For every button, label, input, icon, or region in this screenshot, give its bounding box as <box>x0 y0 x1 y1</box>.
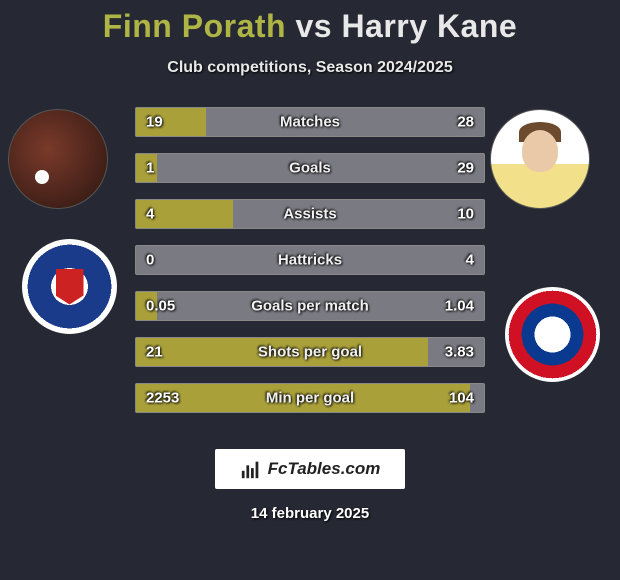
stat-label: Goals per match <box>136 298 484 315</box>
stat-row: 213.83Shots per goal <box>135 337 485 367</box>
comparison-title: Finn Porath vs Harry Kane <box>0 0 620 45</box>
stat-label: Min per goal <box>136 390 484 407</box>
stat-row: 04Hattricks <box>135 245 485 275</box>
title-player2: Harry Kane <box>341 8 517 44</box>
player1-club-crest <box>22 239 117 334</box>
comparison-body: 1928Matches 129Goals 410Assists 04Hattricks… <box>0 107 620 437</box>
player1-avatar <box>8 109 108 209</box>
stat-label: Matches <box>136 114 484 131</box>
stat-row: 410Assists <box>135 199 485 229</box>
bars-icon <box>240 458 262 480</box>
subtitle: Club competitions, Season 2024/2025 <box>0 59 620 77</box>
stat-row: 0.051.04Goals per match <box>135 291 485 321</box>
site-logo: FcTables.com <box>215 449 405 489</box>
title-player1: Finn Porath <box>103 8 286 44</box>
stat-label: Assists <box>136 206 484 223</box>
stat-row: 2253104Min per goal <box>135 383 485 413</box>
site-logo-text: FcTables.com <box>268 459 381 479</box>
footer-date: 14 february 2025 <box>0 505 620 522</box>
stat-label: Hattricks <box>136 252 484 269</box>
stat-bars-container: 1928Matches 129Goals 410Assists 04Hattricks… <box>135 107 485 429</box>
stat-label: Goals <box>136 160 484 177</box>
stat-row: 1928Matches <box>135 107 485 137</box>
stat-label: Shots per goal <box>136 344 484 361</box>
stat-row: 129Goals <box>135 153 485 183</box>
player2-avatar <box>490 109 590 209</box>
title-vs: vs <box>295 8 332 44</box>
player2-club-crest <box>505 287 600 382</box>
